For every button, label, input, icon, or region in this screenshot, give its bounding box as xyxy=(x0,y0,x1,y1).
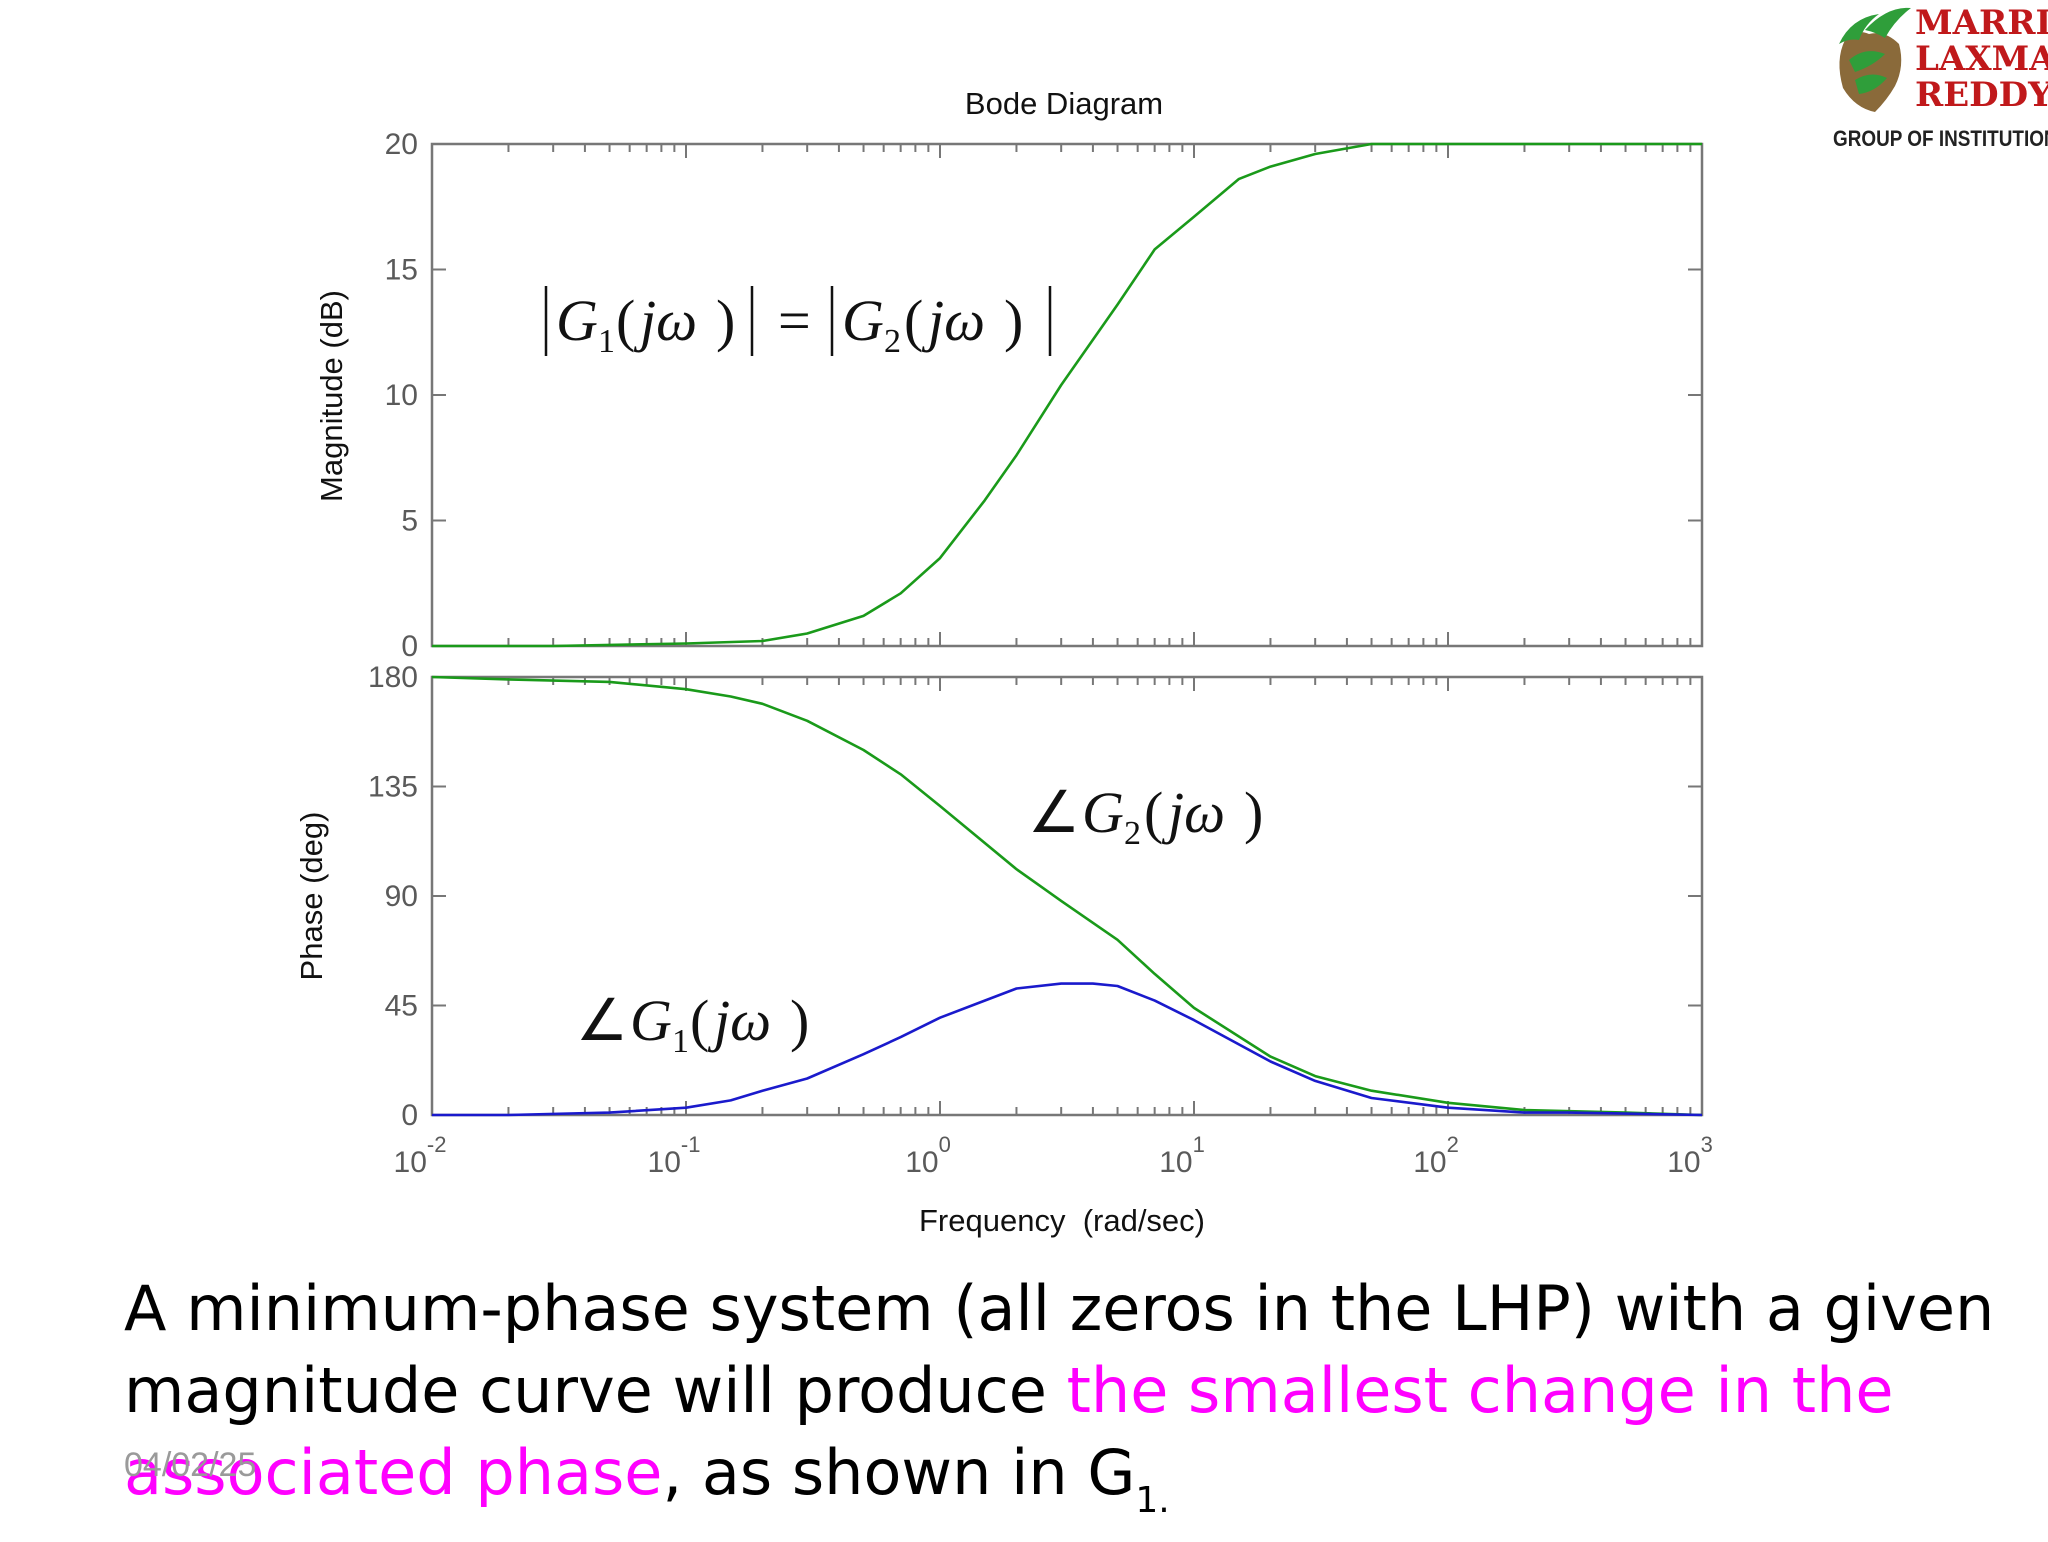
frequency-tick-label: 101 xyxy=(1159,1132,1205,1179)
magnitude-tick-label: 15 xyxy=(385,254,418,287)
svg-text:jω: jω xyxy=(707,988,771,1053)
svg-text:(: ( xyxy=(904,288,923,353)
phase-tick-label: 45 xyxy=(385,990,418,1023)
magnitude-axis-label: Magnitude (dB) xyxy=(314,290,349,502)
svg-text:(: ( xyxy=(1144,780,1163,845)
frequency-axis-label: Frequency (rad/sec) xyxy=(919,1203,1205,1238)
frequency-tick-label: 102 xyxy=(1413,1132,1459,1179)
phase-axis-label: Phase (deg) xyxy=(294,812,329,981)
svg-text:G: G xyxy=(556,288,598,353)
svg-text:): ) xyxy=(790,988,809,1053)
frequency-tick-labels: 10-2 10-1 100 101 102 103 xyxy=(394,1132,1713,1179)
magnitude-curve xyxy=(432,142,1702,648)
chart-title: Bode Diagram xyxy=(965,86,1163,121)
svg-text:G: G xyxy=(842,288,884,353)
logo-line-4: GROUP OF INSTITUTIONS xyxy=(1833,126,2048,151)
frequency-tick-label: 10-2 xyxy=(394,1132,447,1179)
caption-subscript: 1. xyxy=(1135,1480,1170,1521)
magnitude-equality-annotation: G 1 ( jω ) = G 2 ( jω ) xyxy=(544,286,1052,360)
svg-text:=: = xyxy=(778,288,811,353)
caption-highlight: the smallest change in the associated ph… xyxy=(124,1354,1894,1509)
slide-date: 04/02/25 xyxy=(124,1446,257,1484)
magnitude-tick-label: 20 xyxy=(385,128,418,161)
g1-phase-curve xyxy=(432,982,1703,1117)
phase-tick-labels: 0 45 90 135 180 xyxy=(368,661,418,1132)
svg-text:2: 2 xyxy=(884,323,901,360)
svg-text:): ) xyxy=(1004,288,1023,353)
frequency-tick-label: 103 xyxy=(1667,1132,1713,1179)
magnitude-series xyxy=(432,142,1702,648)
phase-tick-label: 135 xyxy=(368,771,418,804)
svg-text:jω: jω xyxy=(921,288,985,353)
logo-line-3: REDDY xyxy=(1915,75,2048,115)
logo-emblem-icon xyxy=(1839,7,1911,112)
frequency-tick-label: 100 xyxy=(905,1132,951,1179)
svg-text:jω: jω xyxy=(633,288,697,353)
svg-text:G: G xyxy=(630,988,672,1053)
svg-text:): ) xyxy=(716,288,735,353)
institution-logo: MARRI LAXMAN REDDY GROUP OF INSTITUTIONS xyxy=(1825,0,2048,160)
svg-text:(: ( xyxy=(616,288,635,353)
phase-series xyxy=(431,675,1703,1117)
phase-tick-label: 0 xyxy=(401,1099,418,1132)
magnitude-tick-label: 0 xyxy=(401,630,418,663)
svg-text:jω: jω xyxy=(1161,780,1225,845)
svg-text:∠: ∠ xyxy=(576,988,628,1053)
svg-text:): ) xyxy=(1244,780,1263,845)
phase-tick-label: 90 xyxy=(385,880,418,913)
magnitude-tick-label: 10 xyxy=(385,379,418,412)
caption-text-1: A minimum-phase system (all zeros in the… xyxy=(124,1272,1995,1427)
phase-tick-label: 180 xyxy=(368,661,418,694)
svg-text:1: 1 xyxy=(598,323,615,360)
logo-line-2: LAXMAN xyxy=(1915,39,2048,79)
magnitude-tick-label: 5 xyxy=(401,505,418,538)
magnitude-plot-frame xyxy=(430,142,1704,648)
svg-text:2: 2 xyxy=(1124,815,1141,852)
magnitude-ticks xyxy=(431,143,1702,647)
slide-caption: A minimum-phase system (all zeros in the… xyxy=(124,1268,2004,1542)
g2-phase-curve xyxy=(431,675,1703,1117)
magnitude-tick-labels: 0 5 10 15 20 xyxy=(385,128,418,663)
svg-text:(: ( xyxy=(690,988,709,1053)
svg-text:1: 1 xyxy=(672,1023,689,1060)
frequency-tick-label: 10-1 xyxy=(648,1132,701,1179)
g2-phase-annotation: ∠ G 2 ( jω ) xyxy=(1028,780,1263,852)
svg-text:G: G xyxy=(1082,780,1124,845)
g1-phase-annotation: ∠ G 1 ( jω ) xyxy=(576,988,809,1060)
logo-line-1: MARRI xyxy=(1915,3,2048,43)
caption-text-2: , as shown in G xyxy=(662,1436,1136,1509)
svg-text:∠: ∠ xyxy=(1028,780,1080,845)
